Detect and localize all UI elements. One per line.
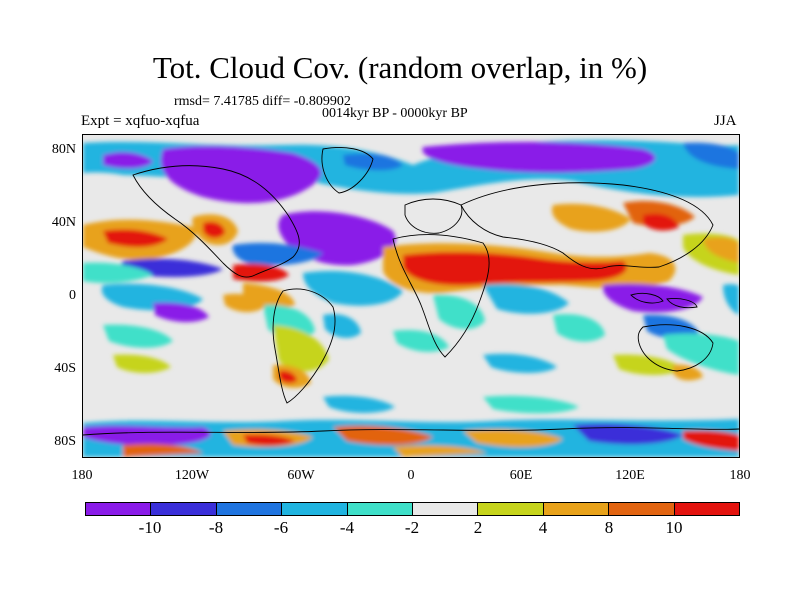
coastlines (83, 147, 739, 436)
lat-tick-0: 0 (69, 288, 76, 303)
colorbar-swatch-1 (86, 503, 152, 515)
colorbar-swatch-10 (674, 503, 740, 515)
chart-title: Tot. Cloud Cov. (random overlap, in %) (152, 50, 648, 85)
colorbar-swatch-7 (478, 503, 544, 515)
colorbar-swatch-5 (347, 503, 414, 515)
lat-tick-80s: 80S (54, 434, 76, 449)
lon-tick-120w: 120W (174, 468, 210, 483)
lon-tick-60e: 60E (509, 468, 533, 483)
colorbar-label-4: 4 (538, 518, 548, 537)
lon-tick-180w: 180 (71, 468, 93, 483)
colorbar-label-8: 8 (604, 518, 614, 537)
lat-tick-80n: 80N (51, 142, 76, 157)
colorbar-label-neg2: -2 (404, 518, 420, 537)
colorbar-swatch-8 (543, 503, 610, 515)
period-text: 0014kyr BP - 0000kyr BP (322, 106, 468, 121)
experiment-label: Expt = xqfuo-xqfua (81, 113, 200, 129)
lon-tick-0: 0 (407, 468, 415, 483)
anomaly-field (83, 140, 739, 457)
colorbar-label-2: 2 (473, 518, 483, 537)
lat-tick-40s: 40S (54, 361, 76, 376)
lon-tick-120e: 120E (615, 468, 645, 483)
colorbar-swatch-4 (282, 503, 348, 515)
colorbar-label-10: 10 (665, 518, 683, 537)
colorbar-swatch-2 (151, 503, 217, 515)
colorbar-label-neg6: -6 (273, 518, 289, 537)
lon-tick-180e: 180 (729, 468, 751, 483)
colorbar-label-neg8: -8 (208, 518, 224, 537)
colorbar-label-neg10: -10 (138, 518, 162, 537)
map-plot (82, 134, 740, 458)
stats-text: rmsd= 7.41785 diff= -0.809902 (174, 94, 351, 109)
season-label: JJA (714, 113, 737, 129)
colorbar (85, 502, 740, 516)
lat-tick-40n: 40N (51, 215, 76, 230)
colorbar-swatch-9 (609, 503, 675, 515)
lon-tick-60w: 60W (287, 468, 315, 483)
colorbar-label-neg4: -4 (339, 518, 355, 537)
colorbar-swatch-6 (413, 503, 479, 515)
colorbar-swatch-3 (216, 503, 283, 515)
map-field (83, 135, 739, 457)
